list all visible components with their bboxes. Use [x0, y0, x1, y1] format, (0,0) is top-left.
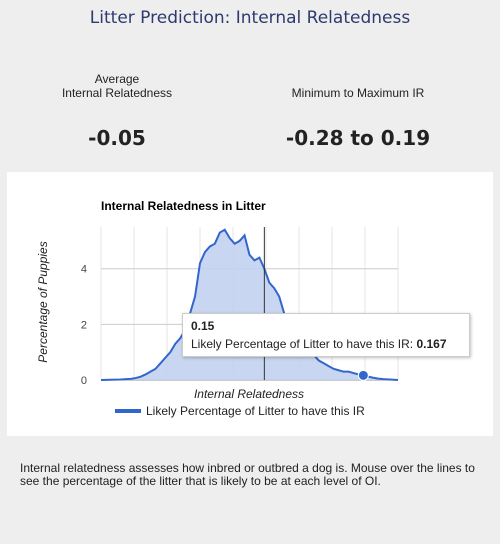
legend-swatch [115, 409, 141, 413]
y-tick-label: 0 [81, 375, 87, 387]
range-ir-label: Minimum to Maximum IR [291, 86, 425, 100]
legend-label: Likely Percentage of Litter to have this… [146, 404, 365, 418]
tooltip-y-value: 0.167 [416, 337, 447, 351]
y-axis-ticks: 0 2 4 [81, 264, 87, 387]
highlight-point[interactable] [357, 369, 369, 381]
ir-description: Internal relatedness assesses how inbred… [20, 461, 475, 488]
series-fill [101, 229, 398, 380]
average-ir-value: -0.05 [88, 126, 146, 150]
average-ir-label-line1: Average [94, 72, 140, 86]
y-axis-label: Percentage of Puppies [36, 241, 50, 362]
range-ir-value: -0.28 to 0.19 [285, 126, 431, 150]
x-axis-label: Internal Relatedness [194, 387, 304, 401]
average-ir-label-line2: Internal Relatedness [61, 86, 173, 100]
average-ir-label: Average Internal Relatedness [52, 72, 182, 100]
ir-chart-panel: Internal Relatedness in Litter 0 2 4 Perce… [7, 172, 493, 436]
chart-tooltip: 0.15 Likely Percentage of Litter to have… [182, 313, 470, 357]
series-area[interactable] [100, 228, 399, 381]
ir-area-chart[interactable]: Internal Relatedness in Litter 0 2 4 Perce… [7, 172, 493, 436]
chart-title: Internal Relatedness in Litter [101, 199, 266, 213]
page-title: Litter Prediction: Internal Relatedness [89, 8, 411, 28]
series-line[interactable] [100, 228, 399, 381]
tooltip-x-value: 0.15 [191, 319, 215, 333]
y-tick-label: 2 [81, 319, 87, 331]
y-tick-label: 4 [81, 264, 87, 276]
chart-legend[interactable]: Likely Percentage of Litter to have this… [115, 404, 365, 418]
tooltip-series-label: Likely Percentage of Litter to have this… [191, 337, 414, 351]
